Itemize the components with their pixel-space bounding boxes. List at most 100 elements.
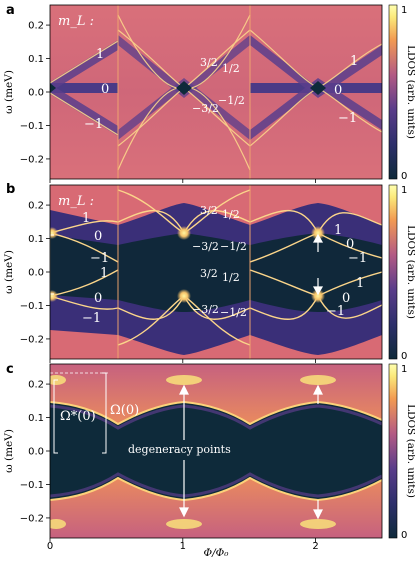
panel-b-label-3half-lower: 3/2 xyxy=(200,267,218,280)
panel-c-omega-label: Ω(0) xyxy=(110,403,139,418)
panel-c-fill xyxy=(50,364,382,538)
panel-c-glow-top-1 xyxy=(166,375,202,385)
panel-a-label-neg-3half: −3/2 xyxy=(192,102,219,115)
panel-a-label-1-left: 1 xyxy=(96,47,104,62)
panel-a-label-neg-half: −1/2 xyxy=(218,94,245,107)
y-tick-label-a-0: 0.2 xyxy=(28,21,44,32)
colorbar-b-label: LDOS (arb. units) xyxy=(405,225,415,319)
panel-a-label-0-right: 0 xyxy=(334,83,342,98)
panel-b-label-1-right: 1 xyxy=(334,223,342,238)
panel-b-label-0-right-lower: 0 xyxy=(342,291,350,306)
axes-layer: 0.2 0.1 0.0 −0.1 −0.2 ω (meV) 0.2 0.1 0.0 −0.1 −0.… xyxy=(3,21,319,552)
panel-b-label-half-lower: 1/2 xyxy=(222,271,240,284)
colorbar-a xyxy=(388,4,398,180)
y-tick-label-c-4: −0.2 xyxy=(20,513,44,524)
panel-b-label-neg-half: −1/2 xyxy=(220,240,247,253)
panel-b-arrows xyxy=(312,233,324,296)
y-tick-label-b-0: 0.2 xyxy=(28,201,44,212)
y-tick-label-a-4: −0.2 xyxy=(20,154,44,165)
panel-a-label-0-left: 0 xyxy=(101,82,109,97)
panel-b-legend-title: m_L : xyxy=(58,194,94,209)
y-tick-label-a-1: 0.1 xyxy=(28,54,44,65)
colorbar-a-max: 1 xyxy=(401,5,407,16)
panel-c-glow-top-2 xyxy=(300,375,336,385)
panel-c-edges xyxy=(50,400,382,502)
node-a-0 xyxy=(50,83,56,93)
y-tick-label-a-3: −0.1 xyxy=(20,121,44,132)
panel-b-glow-2 xyxy=(177,289,191,303)
band-m0-left xyxy=(50,83,118,93)
band-m1-right xyxy=(250,35,382,98)
colorbar-a-gradient xyxy=(388,4,398,180)
panel-b-label-0-left: 0 xyxy=(94,229,102,244)
panel-b-label-3half: 3/2 xyxy=(200,204,218,217)
node-a-1 xyxy=(176,81,192,95)
panel-b-label-neg-half-lower: −1/2 xyxy=(220,306,247,319)
y-tick-label-b-4: −0.2 xyxy=(20,334,44,345)
colorbar-b-max: 1 xyxy=(401,185,407,196)
panel-b-label-0-left-lower: 0 xyxy=(94,291,102,306)
y-tick-label-b-3: −0.1 xyxy=(20,301,44,312)
panel-c-glow-bot-1 xyxy=(166,519,202,529)
x-axis-label: Φ/Φ₀ xyxy=(204,547,230,559)
band-mneg1-right xyxy=(250,78,382,140)
colorbar-a-label: LDOS (arb. units) xyxy=(405,45,415,139)
panel-c-glow-bot-2 xyxy=(300,519,336,529)
panel-c-omega-bracket xyxy=(102,372,107,454)
panel-c-arrows xyxy=(179,384,323,520)
panel-letter-a: a xyxy=(6,3,15,18)
y-tick-label-c-1: 0.1 xyxy=(28,413,44,424)
colorbar-c-label: LDOS (arb. units) xyxy=(405,404,415,498)
x-tick-label-0: 0 xyxy=(47,541,53,552)
panel-c-upper-region xyxy=(50,364,382,424)
panel-b-label-neg1-right-lower: −1 xyxy=(326,304,345,319)
panel-b-label-neg-3half: −3/2 xyxy=(192,240,219,253)
panel-b-glow-1 xyxy=(177,226,191,240)
panel-c-degeneracy-label: degeneracy points xyxy=(128,443,231,456)
y-tick-label-a-2: 0.0 xyxy=(28,88,44,99)
panel-b: m_L : 1 0 −1 3/2 1/2 −3/2 −1/2 1 0 −1 1 … xyxy=(49,184,383,360)
band-m1-left xyxy=(50,40,118,92)
colorbar-c xyxy=(388,363,398,539)
panel-a-label-half: 1/2 xyxy=(222,62,240,75)
colorbar-b-gradient xyxy=(388,184,398,360)
panel-b-glow-5 xyxy=(50,227,58,239)
colorbar-b-min: 0 xyxy=(401,351,407,362)
panel-c-omega-star-label: Ω*(0) xyxy=(60,409,96,424)
y-tick-label-c-0: 0.2 xyxy=(28,380,44,391)
colorbar-labels: 1 0 LDOS (arb. units) 1 0 LDOS (arb. units) 1 0… xyxy=(401,5,415,541)
panel-a-label-neg1-right: −1 xyxy=(338,111,357,126)
panel-a: m_L : 1 0 −1 3/2 1/2 −1/2 −3/2 1 0 −1 xyxy=(49,4,383,180)
colorbar-c-max: 1 xyxy=(401,364,407,375)
x-tick-label-1: 1 xyxy=(180,541,186,552)
panel-c-glow-bot-0 xyxy=(50,519,66,529)
panel-letter-c: c xyxy=(6,362,14,377)
panel-a-label-3half: 3/2 xyxy=(200,56,218,69)
panel-b-label-1-right-lower: 1 xyxy=(356,276,364,291)
y-tick-label-c-3: −0.1 xyxy=(20,480,44,491)
y-axis-label-a: ω (meV) xyxy=(3,70,15,114)
panel-a-legend-title: m_L : xyxy=(58,14,94,29)
panel-b-label-neg1-left: −1 xyxy=(90,251,109,266)
y-tick-label-b-2: 0.0 xyxy=(28,268,44,279)
panel-b-label-neg1-left-lower: −1 xyxy=(82,311,101,326)
panel-a-label-1-right: 1 xyxy=(350,54,358,69)
panel-b-glow-6 xyxy=(50,290,58,302)
colorbar-c-gradient xyxy=(388,363,398,539)
y-axis-label-b: ω (meV) xyxy=(3,250,15,294)
panel-a-label-neg1-left: −1 xyxy=(84,117,103,132)
band-mneg1-left xyxy=(50,84,118,136)
panel-c-lower-region xyxy=(50,478,382,538)
colorbar-a-min: 0 xyxy=(401,171,407,182)
panel-b-label-neg-3half-lower: −3/2 xyxy=(192,303,219,316)
panel-b-glow-4 xyxy=(311,289,325,303)
panel-b-fill xyxy=(50,185,382,359)
y-axis-label-c: ω (meV) xyxy=(3,429,15,473)
panel-c: Ω*(0) Ω(0) degeneracy points xyxy=(49,363,383,539)
panel-a-bands xyxy=(50,5,382,179)
panel-b-glow-3 xyxy=(311,226,325,240)
panel-c-omega-star-bracket xyxy=(53,379,58,454)
panel-b-inner-dark xyxy=(50,233,382,312)
colorbar-c-min: 0 xyxy=(401,530,407,541)
